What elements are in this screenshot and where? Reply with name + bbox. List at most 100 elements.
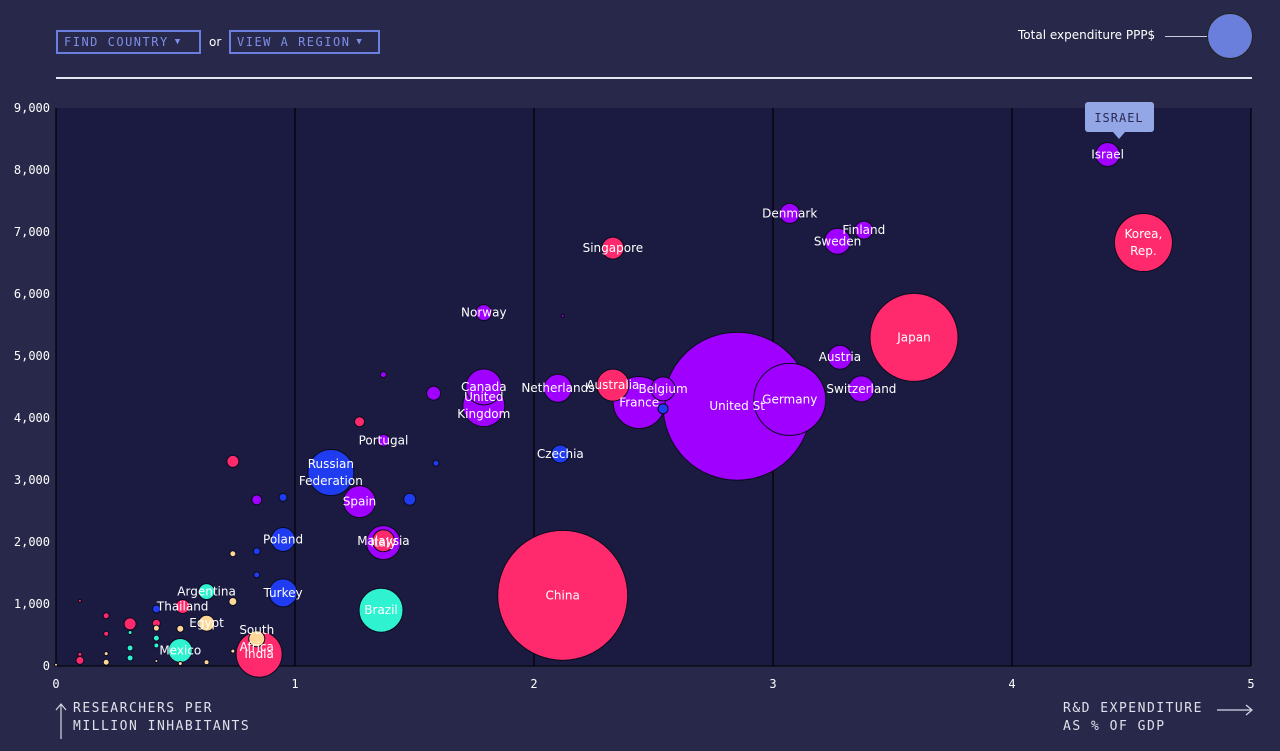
bubble[interactable] (426, 385, 442, 401)
bubble[interactable] (226, 454, 240, 468)
bubble-label: Canada (461, 380, 507, 394)
bubble[interactable] (358, 587, 404, 633)
x-axis-title: R&D EXPENDITURE AS % OF GDP (1063, 700, 1203, 736)
bubble-label: Sweden (814, 234, 861, 248)
y-tick-label: 5,000 (14, 349, 50, 363)
bubble[interactable] (307, 449, 355, 497)
bubble[interactable] (596, 368, 630, 402)
bubble[interactable] (824, 227, 852, 255)
arrow-up-icon (55, 703, 67, 739)
bubble-label: Germany (762, 392, 817, 406)
bubble[interactable] (103, 630, 110, 637)
bubble[interactable] (432, 459, 440, 467)
bubble[interactable] (198, 583, 216, 601)
bubble[interactable] (543, 373, 573, 403)
bubble[interactable] (253, 571, 261, 579)
bubble[interactable] (151, 604, 161, 614)
bubble[interactable] (152, 624, 160, 632)
bubble-label: Austria (819, 350, 861, 364)
view-region-dropdown[interactable]: VIEW A REGION ▼ (229, 30, 380, 54)
bubble[interactable] (354, 416, 366, 428)
bubble[interactable] (601, 236, 625, 260)
bubble[interactable] (248, 630, 266, 648)
bubble[interactable] (77, 598, 82, 603)
view-region-label: VIEW A REGION (237, 35, 351, 49)
bubble-label: Czechia (537, 447, 584, 461)
bubble[interactable] (403, 492, 417, 506)
bubble[interactable] (268, 578, 298, 608)
bubble[interactable] (230, 648, 236, 654)
bubble-label: Malaysia (357, 534, 409, 548)
bubble-label: Russian Federation (299, 457, 363, 488)
bubble[interactable] (123, 617, 137, 631)
bubble[interactable] (270, 527, 296, 553)
bubble-label: Australia (586, 378, 639, 392)
bubble-label: Thailand (156, 599, 209, 613)
bubble[interactable] (1095, 142, 1121, 167)
bubble[interactable] (175, 598, 191, 614)
bubble[interactable] (650, 376, 676, 402)
bubble[interactable] (550, 444, 570, 464)
x-axis-title-line2: AS % OF GDP (1063, 719, 1166, 734)
bubble[interactable] (229, 550, 237, 558)
bubble-label: Brazil (364, 603, 398, 617)
bubble[interactable] (152, 634, 160, 642)
x-tick-label: 1 (291, 677, 298, 691)
bubble-label: Switzerland (826, 382, 896, 396)
tooltip-pointer (1113, 132, 1125, 139)
bubble[interactable] (371, 529, 395, 553)
chevron-down-icon: ▼ (174, 37, 182, 47)
bubble[interactable] (203, 659, 210, 666)
bubble[interactable] (75, 655, 85, 665)
tooltip-box (1085, 102, 1154, 132)
bubble[interactable] (77, 651, 83, 657)
bubble-label: Spain (343, 495, 377, 509)
legend-connector (1165, 36, 1207, 37)
bubble[interactable] (228, 597, 238, 607)
bubble[interactable] (251, 494, 263, 506)
bubble[interactable] (465, 368, 503, 406)
y-tick-label: 0 (43, 659, 50, 673)
bubble[interactable] (103, 651, 109, 657)
bubble[interactable] (847, 375, 875, 403)
bubble[interactable] (343, 485, 377, 519)
bubble-label: Mexico (159, 644, 201, 658)
bubble[interactable] (869, 292, 959, 382)
bubble[interactable] (657, 403, 669, 415)
bubble-label: Belgium (638, 382, 687, 396)
x-tick-label: 0 (52, 677, 59, 691)
bubble[interactable] (126, 654, 134, 662)
bubble[interactable] (475, 304, 493, 322)
bubble[interactable] (154, 659, 159, 664)
bubble[interactable] (54, 662, 58, 667)
bubble-label: Portugal (359, 433, 409, 447)
bubble[interactable] (102, 612, 110, 620)
find-country-dropdown[interactable]: FIND COUNTRY ▼ (56, 30, 201, 54)
bubble[interactable] (753, 362, 827, 436)
bubble[interactable] (379, 371, 387, 379)
bubble[interactable] (153, 642, 160, 649)
bubble-label: Argentina (177, 585, 236, 599)
find-country-label: FIND COUNTRY (64, 35, 169, 49)
bubble[interactable] (102, 658, 110, 666)
bubble[interactable] (278, 492, 288, 502)
bubble[interactable] (376, 433, 390, 447)
bubble[interactable] (1113, 213, 1173, 273)
x-tick-label: 4 (1008, 677, 1015, 691)
tooltip: ISRAEL (1085, 102, 1154, 139)
bubble[interactable] (779, 202, 801, 224)
x-tick-label: 3 (769, 677, 776, 691)
bubble-label: Netherlands (521, 381, 594, 395)
bubble[interactable] (126, 644, 134, 652)
bubble[interactable] (177, 661, 183, 667)
bubble[interactable] (127, 630, 133, 636)
bubble[interactable] (560, 313, 565, 318)
bubble[interactable] (176, 624, 185, 633)
bubble[interactable] (198, 614, 216, 632)
bubble[interactable] (827, 344, 853, 370)
bubble[interactable] (252, 547, 261, 556)
bubble[interactable] (854, 220, 874, 240)
bubble-label: China (546, 588, 580, 602)
bubble[interactable] (497, 529, 629, 661)
